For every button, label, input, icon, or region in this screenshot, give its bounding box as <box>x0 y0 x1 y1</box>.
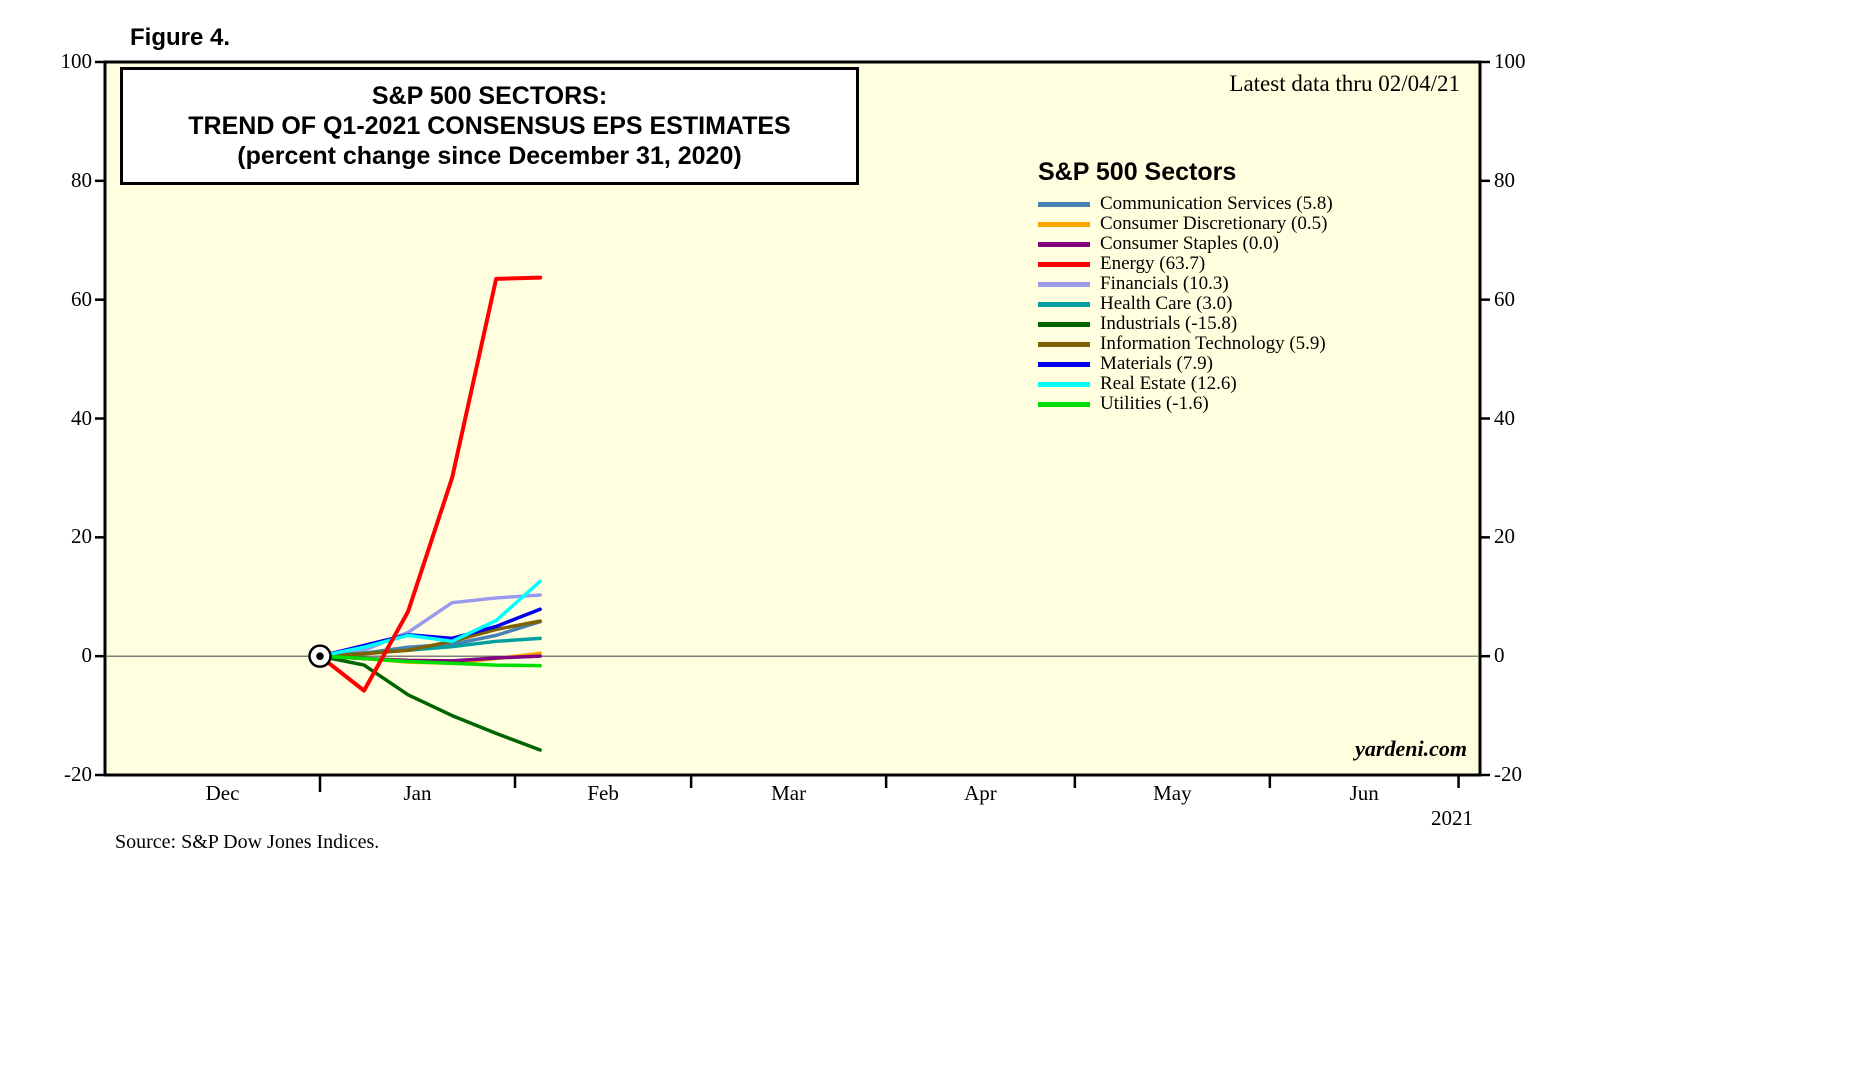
figure-label: Figure 4. <box>130 24 231 51</box>
legend-entry-utilities: Utilities (-1.6) <box>1038 393 1333 414</box>
legend-entry-real-estate: Real Estate (12.6) <box>1038 373 1333 394</box>
legend: S&P 500 Sectors Communication Services (… <box>1038 158 1333 414</box>
legend-swatch-industrials <box>1038 321 1090 327</box>
legend-label-consumer-staples: Consumer Staples (0.0) <box>1100 233 1279 254</box>
series-line-real-estate <box>318 579 542 658</box>
legend-entry-consumer-staples: Consumer Staples (0.0) <box>1038 233 1333 254</box>
y-tick-label-left-80: 80 <box>71 167 92 192</box>
legend-swatch-communication-services <box>1038 201 1090 207</box>
y-tick-label-right-40: 40 <box>1494 405 1515 430</box>
series-line-financials <box>318 593 542 658</box>
legend-swatch-utilities <box>1038 401 1090 407</box>
x-tick-label-jun: Jun <box>1349 781 1379 805</box>
legend-entry-communication-services: Communication Services (5.8) <box>1038 193 1333 214</box>
legend-label-information-technology: Information Technology (5.9) <box>1100 333 1326 354</box>
y-tick-label-left-60: 60 <box>71 286 92 311</box>
series-line-utilities <box>318 654 542 668</box>
source-note: Source: S&P Dow Jones Indices. <box>115 831 380 853</box>
legend-entry-financials: Financials (10.3) <box>1038 273 1333 294</box>
legend-swatch-consumer-discretionary <box>1038 221 1090 227</box>
series-line-information-technology <box>318 619 542 658</box>
y-tick-label-right-60: 60 <box>1494 286 1515 311</box>
yardeni-watermark: yardeni.com <box>1355 736 1467 761</box>
legend-swatch-energy <box>1038 261 1090 267</box>
y-tick-label-left-0: 0 <box>81 643 93 668</box>
y-tick-label-right-80: 80 <box>1494 167 1515 192</box>
legend-swatch-financials <box>1038 281 1090 287</box>
chart-title-line-2: TREND OF Q1-2021 CONSENSUS EPS ESTIMATES <box>188 112 791 140</box>
legend-label-communication-services: Communication Services (5.8) <box>1100 193 1333 214</box>
legend-entry-industrials: Industrials (-15.8) <box>1038 313 1333 334</box>
x-tick-label-mar: Mar <box>771 781 807 805</box>
y-tick-label-left-100: 100 <box>60 49 93 73</box>
y-tick-label-left--20: -20 <box>64 762 92 786</box>
legend-label-consumer-discretionary: Consumer Discretionary (0.5) <box>1100 213 1328 234</box>
legend-title: S&P 500 Sectors <box>1038 158 1237 186</box>
x-tick-label-jan: Jan <box>403 781 432 805</box>
y-tick-label-right-20: 20 <box>1494 524 1515 549</box>
legend-entry-information-technology: Information Technology (5.9) <box>1038 333 1333 354</box>
legend-entries: Communication Services (5.8) Consumer Dis… <box>1038 193 1333 414</box>
start-marker-dot <box>316 652 324 660</box>
legend-entry-consumer-discretionary: Consumer Discretionary (0.5) <box>1038 213 1333 234</box>
legend-entry-health-care: Health Care (3.0) <box>1038 293 1333 314</box>
legend-label-materials: Materials (7.9) <box>1100 353 1213 374</box>
legend-label-industrials: Industrials (-15.8) <box>1100 313 1238 334</box>
x-tick-label-dec: Dec <box>205 781 240 805</box>
legend-entry-energy: Energy (63.7) <box>1038 253 1333 274</box>
x-tick-label-may: May <box>1153 781 1192 805</box>
chart-title-box: S&P 500 SECTORS: TREND OF Q1-2021 CONSEN… <box>120 67 859 185</box>
legend-swatch-real-estate <box>1038 381 1090 387</box>
chart-title-line-1: S&P 500 SECTORS: <box>371 82 608 110</box>
series-line-energy <box>318 275 543 693</box>
y-tick-label-right--20: -20 <box>1494 762 1522 786</box>
x-axis-year-label: 2021 <box>1431 806 1473 830</box>
legend-swatch-information-technology <box>1038 341 1090 347</box>
chart-title-line-3: (percent change since December 31, 2020) <box>237 142 742 170</box>
legend-entry-materials: Materials (7.9) <box>1038 353 1333 374</box>
legend-label-real-estate: Real Estate (12.6) <box>1100 373 1237 394</box>
y-tick-label-left-40: 40 <box>71 405 92 430</box>
series-line-industrials <box>318 654 542 752</box>
latest-data-label: Latest data thru 02/04/21 <box>1229 71 1460 96</box>
legend-swatch-health-care <box>1038 301 1090 307</box>
y-tick-label-left-20: 20 <box>71 524 92 549</box>
x-tick-label-apr: Apr <box>964 781 997 805</box>
y-tick-label-right-0: 0 <box>1494 643 1505 668</box>
legend-swatch-materials <box>1038 361 1090 367</box>
legend-label-utilities: Utilities (-1.6) <box>1100 393 1209 414</box>
y-tick-label-right-100: 100 <box>1494 49 1526 73</box>
legend-swatch-consumer-staples <box>1038 241 1090 247</box>
x-tick-label-feb: Feb <box>587 781 619 805</box>
legend-label-financials: Financials (10.3) <box>1100 273 1229 294</box>
legend-label-health-care: Health Care (3.0) <box>1100 293 1233 314</box>
legend-label-energy: Energy (63.7) <box>1100 253 1206 274</box>
